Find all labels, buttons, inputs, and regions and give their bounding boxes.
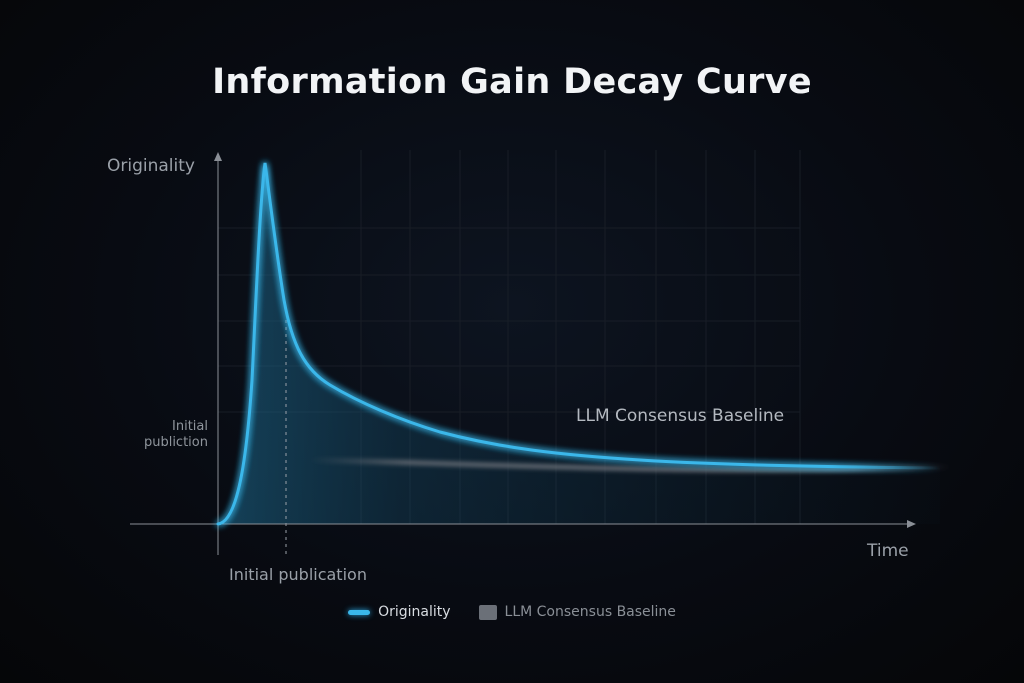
side-annotation: Initial publiction — [143, 419, 208, 450]
baseline-annotation: LLM Consensus Baseline — [576, 406, 785, 426]
legend-item-originality[interactable]: Originality — [348, 604, 451, 620]
originality-area — [218, 163, 940, 524]
legend-item-baseline[interactable]: LLM Consensus Baseline — [478, 604, 676, 620]
y-axis-label: Originality — [107, 156, 195, 176]
line-swatch-icon — [348, 609, 371, 615]
x-axis-arrow-icon — [907, 520, 916, 528]
x-marker-label: Initial publication — [229, 565, 367, 584]
originality-curve — [216, 162, 942, 526]
chart-title: Information Gain Decay Curve — [212, 62, 812, 102]
axes — [130, 158, 908, 555]
x-axis-label: Time — [867, 541, 909, 561]
legend-label: LLM Consensus Baseline — [504, 604, 676, 620]
legend: Originality LLM Consensus Baseline — [0, 604, 1024, 620]
y-axis-arrow-icon — [214, 152, 222, 161]
legend-label: Originality — [378, 604, 451, 620]
box-swatch-icon — [478, 604, 497, 620]
